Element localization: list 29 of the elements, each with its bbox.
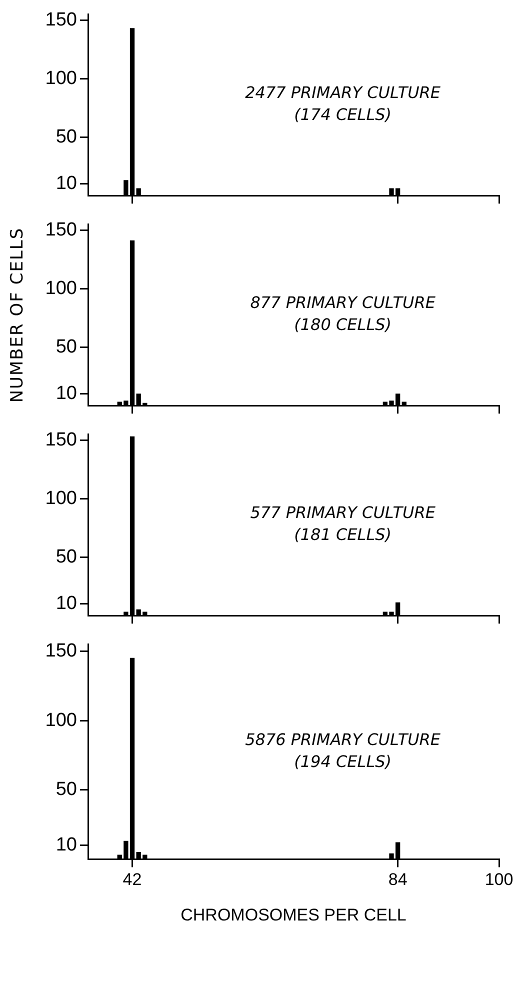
annotation: (174 CELLS) — [294, 105, 392, 124]
y-tick-label: 50 — [56, 126, 77, 148]
y-tick-label: 150 — [45, 640, 77, 662]
y-tick-label: 100 — [45, 68, 77, 89]
x-tick-label: 84 — [388, 870, 408, 890]
y-tick-label: 100 — [45, 278, 77, 299]
annotation: (194 CELLS) — [294, 752, 392, 771]
x-tick-label: 42 — [122, 870, 142, 890]
annotation: 577 PRIMARY CULTURE — [250, 503, 436, 522]
y-tick-label: 100 — [45, 488, 77, 509]
y-tick-label: 50 — [56, 546, 77, 568]
y-axis-title: NUMBER OF CELLS — [8, 227, 28, 403]
annotation: (180 CELLS) — [294, 315, 392, 334]
y-tick-label: 150 — [45, 429, 77, 450]
x-tick-label: 100 — [484, 870, 514, 890]
x-axis-title: CHROMOSOMES PER CELL — [180, 905, 406, 924]
y-tick-label: 100 — [45, 710, 77, 731]
y-tick-label: 50 — [56, 779, 77, 800]
annotation: 2477 PRIMARY CULTURE — [245, 83, 442, 102]
y-tick-label: 150 — [45, 219, 77, 240]
annotation: (181 CELLS) — [294, 525, 392, 544]
annotation: 5876 PRIMARY CULTURE — [245, 730, 442, 749]
y-tick-label: 10 — [56, 383, 77, 404]
y-tick-label: 10 — [56, 593, 77, 614]
annotation: 877 PRIMARY CULTURE — [250, 293, 436, 312]
y-tick-label: 10 — [56, 173, 77, 194]
y-tick-label: 150 — [45, 9, 77, 30]
y-tick-label: 50 — [56, 336, 77, 358]
y-tick-label: 10 — [56, 834, 77, 856]
